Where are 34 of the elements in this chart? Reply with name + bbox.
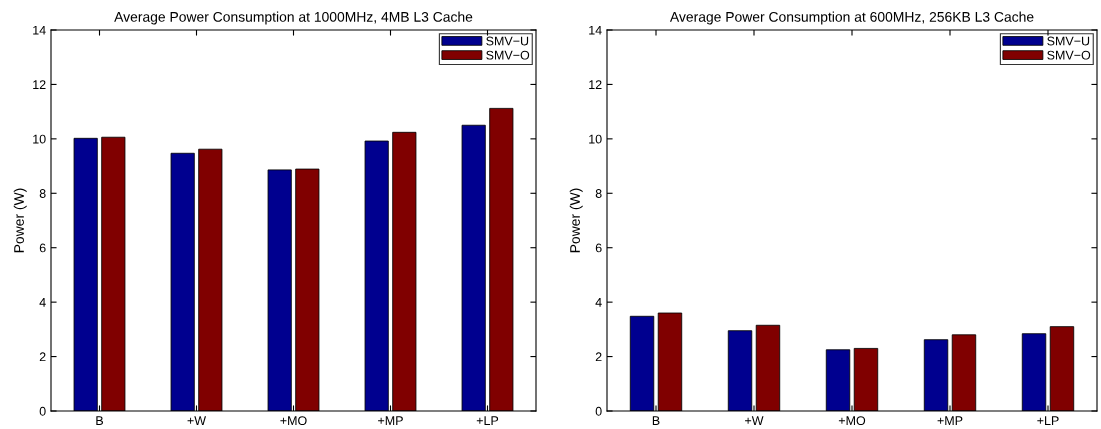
y-tick-label: 0	[39, 406, 46, 416]
y-tick-label: 12	[33, 80, 46, 89]
x-tick-label: +LP	[476, 416, 499, 425]
y-tick-label: 14	[589, 25, 602, 35]
legend-label: SMV−O	[1047, 50, 1091, 60]
y-axis-title: Power (W)	[569, 188, 583, 253]
legend-label: SMV−U	[486, 36, 529, 46]
x-tick-label: +MP	[937, 416, 963, 425]
y-tick-label: 6	[595, 243, 602, 253]
y-tick-label: 4	[39, 298, 46, 307]
y-tick-label: 8	[595, 189, 602, 198]
x-tick-label: +MO	[280, 416, 307, 426]
x-tick-label: +LP	[1037, 416, 1059, 425]
legend-label: SMV−U	[1047, 36, 1090, 46]
chart-title: Average Power Consumption at 1000MHz, 4MB L3 Cache	[114, 11, 473, 25]
chart-title: Average Power Consumption at 600MHz, 256KB L3 Cache	[669, 11, 1034, 25]
y-tick-label: 8	[39, 189, 46, 198]
x-tick-label: B	[96, 416, 104, 425]
x-tick-label: +MP	[378, 416, 403, 425]
x-tick-label: +W	[187, 416, 207, 425]
y-tick-label: 10	[33, 134, 46, 144]
y-tick-label: 2	[39, 352, 46, 362]
y-tick-label: 0	[595, 406, 602, 416]
y-tick-label: 14	[33, 25, 46, 35]
x-tick-label: +MO	[838, 416, 866, 426]
y-tick-label: 10	[589, 134, 602, 144]
y-tick-label: 6	[39, 243, 46, 253]
x-tick-label: B	[652, 416, 660, 425]
y-tick-label: 4	[595, 298, 602, 307]
legend-label: SMV−O	[486, 50, 530, 60]
x-tick-label: +W	[745, 416, 764, 425]
y-tick-label: 12	[589, 80, 602, 89]
y-tick-label: 2	[595, 352, 602, 362]
y-axis-title: Power (W)	[13, 188, 27, 253]
